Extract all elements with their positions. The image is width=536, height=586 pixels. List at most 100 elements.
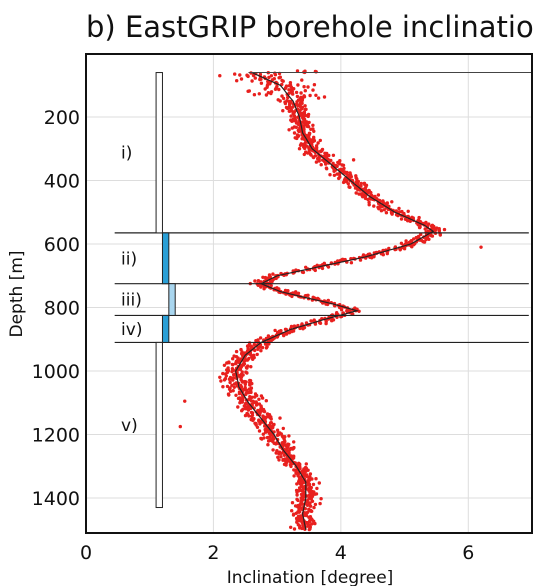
- data-point: [294, 511, 298, 515]
- data-point: [376, 193, 381, 197]
- data-point: [267, 342, 271, 346]
- data-point: [265, 435, 270, 440]
- zone-bar: [161, 314, 170, 343]
- data-point: [281, 96, 286, 101]
- chart-title: b) EastGRIP borehole inclination: [86, 10, 536, 44]
- data-point: [303, 107, 307, 112]
- data-point: [243, 382, 247, 387]
- data-point: [251, 418, 255, 423]
- zone-bar: [168, 283, 176, 316]
- data-point: [313, 268, 317, 273]
- data-point: [178, 424, 182, 429]
- zone-label: iii): [121, 291, 142, 311]
- data-point: [251, 73, 256, 78]
- data-point: [297, 510, 301, 514]
- data-point: [300, 526, 304, 531]
- data-point: [290, 294, 294, 299]
- data-point: [290, 501, 295, 505]
- data-point: [296, 103, 300, 108]
- data-point: [313, 492, 317, 496]
- data-point: [274, 442, 278, 446]
- data-point: [248, 383, 252, 387]
- data-point: [337, 172, 342, 177]
- data-point: [278, 416, 282, 420]
- data-point: [243, 413, 248, 418]
- data-point: [291, 105, 295, 109]
- data-point: [323, 152, 328, 156]
- data-point: [290, 119, 294, 124]
- data-point: [317, 481, 321, 485]
- data-point: [328, 173, 332, 177]
- data-point: [306, 125, 311, 129]
- data-point: [234, 349, 239, 354]
- data-point: [318, 321, 323, 325]
- data-point: [304, 462, 308, 466]
- data-point: [402, 247, 407, 251]
- data-point: [319, 497, 323, 501]
- data-point: [240, 409, 244, 413]
- data-point: [384, 211, 389, 215]
- data-point: [230, 369, 234, 374]
- data-point: [303, 104, 307, 108]
- data-point: [252, 93, 257, 97]
- data-point: [245, 371, 249, 375]
- data-point: [294, 90, 299, 95]
- data-point: [406, 209, 410, 213]
- data-point: [290, 509, 294, 513]
- data-point: [240, 380, 245, 384]
- data-point: [310, 499, 315, 503]
- data-point: [277, 452, 281, 456]
- data-point: [301, 327, 305, 331]
- scatter-points: [163, 69, 483, 532]
- data-point: [281, 79, 285, 83]
- smoothed-curve: [235, 71, 435, 530]
- data-point: [251, 357, 255, 361]
- data-point: [250, 79, 254, 83]
- data-point: [372, 204, 376, 208]
- data-point: [296, 498, 300, 503]
- data-point: [277, 76, 281, 80]
- smoothed-line: [235, 71, 435, 530]
- data-point: [236, 405, 240, 409]
- data-point: [273, 87, 278, 92]
- x-tick-label: 6: [462, 542, 474, 564]
- data-point: [260, 437, 264, 441]
- data-point: [260, 345, 265, 350]
- data-point: [358, 258, 363, 262]
- data-point: [306, 114, 310, 119]
- data-point: [255, 352, 259, 357]
- data-point: [316, 96, 321, 100]
- data-point: [291, 92, 295, 96]
- data-point: [231, 363, 235, 367]
- data-point: [299, 91, 303, 95]
- data-point: [311, 482, 316, 487]
- data-point: [267, 75, 271, 80]
- data-point: [312, 129, 316, 133]
- data-point: [266, 439, 271, 443]
- data-point: [307, 483, 312, 487]
- data-point: [218, 74, 222, 78]
- data-point: [309, 319, 313, 323]
- data-point: [269, 74, 274, 78]
- data-point: [297, 519, 301, 523]
- data-point: [289, 114, 293, 118]
- data-point: [308, 93, 312, 98]
- data-point: [332, 173, 337, 177]
- data-point: [262, 287, 266, 291]
- data-point: [325, 302, 330, 307]
- data-point: [237, 391, 242, 396]
- data-point: [357, 309, 361, 313]
- zone-label: iv): [121, 320, 142, 340]
- x-axis-label: Inclination [degree]: [227, 568, 394, 586]
- data-point: [258, 422, 262, 426]
- data-point: [404, 239, 408, 243]
- data-point: [331, 153, 336, 157]
- data-point: [390, 212, 394, 216]
- data-point: [314, 160, 319, 164]
- data-point: [291, 447, 295, 451]
- data-point: [239, 77, 244, 81]
- data-point: [417, 225, 422, 230]
- data-point: [271, 272, 275, 276]
- data-point: [287, 128, 291, 132]
- data-point: [292, 440, 296, 444]
